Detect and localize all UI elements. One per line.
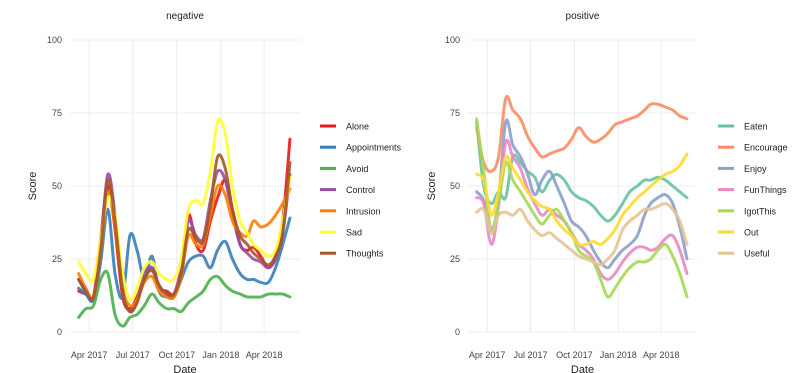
x-tick-label: Jan 2018 xyxy=(202,350,239,360)
series-line-enjoy xyxy=(475,118,689,270)
y-tick-label: 50 xyxy=(52,181,62,191)
series-line-out xyxy=(475,152,689,247)
x-tick-label: Apr 2017 xyxy=(71,350,108,360)
legend-label-igotthis: IgotThis xyxy=(744,206,777,216)
y-axis-title: Score xyxy=(426,172,438,201)
series-line-avoid xyxy=(77,269,292,328)
x-tick-label: Apr 2017 xyxy=(469,350,506,360)
series-line-funthings xyxy=(475,138,689,281)
x-tick-label: Jul 2017 xyxy=(513,350,547,360)
y-tick-label: 75 xyxy=(450,108,460,118)
legend-label-out: Out xyxy=(744,228,759,238)
legend-label-sad: Sad xyxy=(346,228,362,238)
y-axis-title: Score xyxy=(27,172,39,201)
legend-label-encourage: Encourage xyxy=(744,143,788,153)
y-tick-label: 0 xyxy=(455,327,460,337)
series-line-encourage xyxy=(475,94,689,174)
y-tick-label: 0 xyxy=(57,327,62,337)
y-tick-label: 100 xyxy=(445,35,460,45)
x-tick-label: Oct 2017 xyxy=(556,350,593,360)
y-tick-label: 75 xyxy=(52,108,62,118)
legend-label-appointments: Appointments xyxy=(346,143,402,153)
legend-label-thoughts: Thoughts xyxy=(346,249,384,259)
legend-label-funthings: FunThings xyxy=(744,185,787,195)
legend-label-control: Control xyxy=(346,185,375,195)
x-tick-label: Oct 2017 xyxy=(159,350,196,360)
x-tick-label: Apr 2018 xyxy=(643,350,680,360)
series-line-igotthis xyxy=(475,117,689,299)
legend-label-useful: Useful xyxy=(744,249,770,259)
x-tick-label: Apr 2018 xyxy=(246,350,283,360)
x-axis-title: Date xyxy=(571,364,594,373)
legend-label-enjoy: Enjoy xyxy=(744,164,767,174)
y-tick-label: 25 xyxy=(52,254,62,264)
legend-label-avoid: Avoid xyxy=(346,164,368,174)
x-tick-label: Jan 2018 xyxy=(600,350,637,360)
series-line-appointments xyxy=(77,207,292,303)
series-line-useful xyxy=(475,201,689,267)
x-tick-label: Jul 2017 xyxy=(116,350,150,360)
legend-label-alone: Alone xyxy=(346,122,369,132)
y-tick-label: 25 xyxy=(450,254,460,264)
panel-title: negative xyxy=(166,11,204,22)
panel-title: positive xyxy=(566,11,600,22)
y-tick-label: 50 xyxy=(450,181,460,191)
x-axis-title: Date xyxy=(173,364,196,373)
series-line-thoughts xyxy=(77,153,292,314)
y-tick-label: 100 xyxy=(47,35,62,45)
legend-label-eaten: Eaten xyxy=(744,122,768,132)
legend-label-intrusion: Intrusion xyxy=(346,206,381,216)
